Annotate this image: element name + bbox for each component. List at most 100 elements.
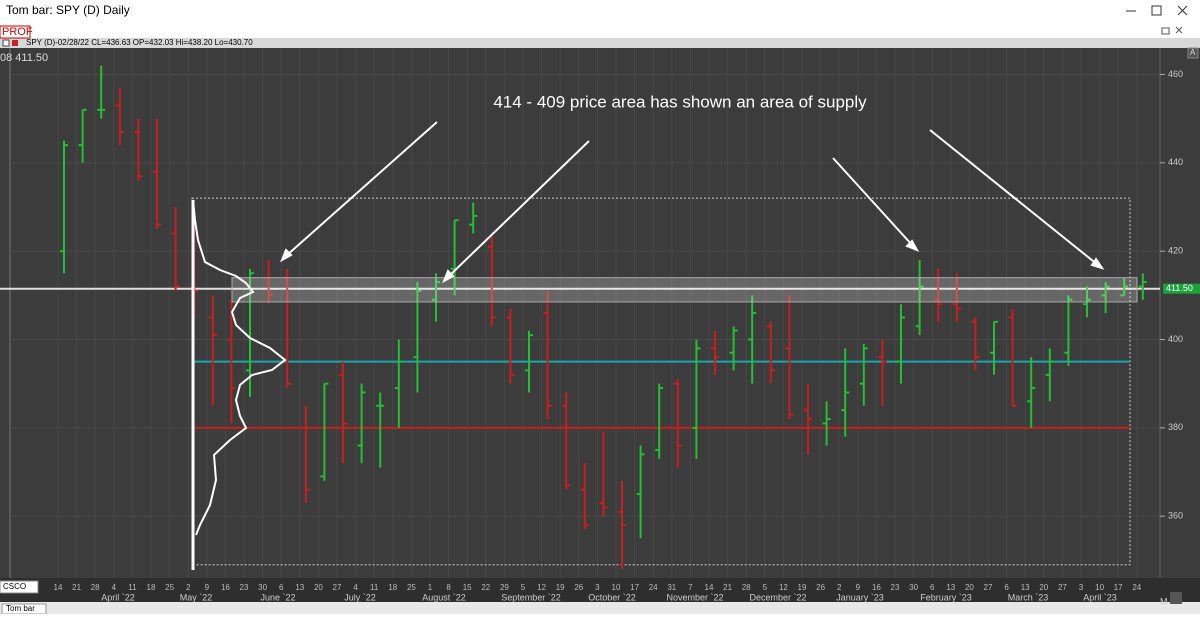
x-tick-label: 2: [837, 583, 842, 592]
volume-profile: [192, 199, 287, 536]
chart-area: [0, 48, 1200, 580]
x-tick-label: 23: [240, 583, 249, 592]
x-tick-label: 3: [595, 583, 600, 592]
x-tick-label: 27: [984, 583, 993, 592]
x-tick-label: 17: [630, 583, 639, 592]
y-tick-label: 380: [1168, 422, 1183, 432]
x-tick-label: 25: [165, 583, 174, 592]
x-tick-label: 24: [1132, 583, 1141, 592]
y-tick-label: 460: [1168, 69, 1183, 79]
x-tick-label: 20: [314, 583, 323, 592]
month-label: July `22: [344, 592, 376, 602]
month-label: March `23: [1008, 592, 1049, 602]
panel-controls[interactable]: [1161, 26, 1183, 35]
x-tick-label: 9: [856, 583, 861, 592]
x-tick-label: 30: [909, 583, 918, 592]
y-tick-label: 360: [1168, 511, 1183, 521]
x-tick-label: 21: [72, 583, 81, 592]
month-label: January `23: [836, 592, 884, 602]
x-tick-label: 11: [370, 583, 379, 592]
x-tick-label: 1: [428, 583, 433, 592]
x-tick-label: 13: [1021, 583, 1030, 592]
x-tick-label: 25: [407, 583, 416, 592]
x-tick-label: 14: [705, 583, 714, 592]
title-bar: [0, 0, 1200, 38]
profile-box: [0, 25, 31, 39]
month-label: November `22: [666, 592, 723, 602]
x-tick-label: 21: [723, 583, 732, 592]
symbol-text[interactable]: CSCO: [3, 582, 26, 591]
x-tick-label: 9: [205, 583, 210, 592]
info-line: SPY (D)-02/28/22 CL=436.63 OP=432.03 Hi=…: [26, 38, 253, 47]
arrows: [280, 121, 1105, 284]
x-tick-label: 26: [816, 583, 825, 592]
window-title: Tom bar: SPY (D) Daily: [6, 3, 130, 17]
x-tick-label: 5: [521, 583, 526, 592]
x-tick-label: 6: [930, 583, 935, 592]
x-tick-label: 24: [649, 583, 658, 592]
x-tick-label: 12: [537, 583, 546, 592]
x-tick-label: 6: [279, 583, 284, 592]
tab-strip: [0, 602, 1200, 614]
y-tick-label: 420: [1168, 246, 1183, 256]
axis-button[interactable]: [1187, 47, 1199, 59]
x-tick-label: 31: [667, 583, 676, 592]
month-label: December `22: [749, 592, 806, 602]
x-tick-label: 13: [295, 583, 304, 592]
x-tick-label: 3: [1079, 583, 1084, 592]
x-tick-label: 18: [147, 583, 156, 592]
month-label: August `22: [422, 592, 466, 602]
corner-price: 08 411.50: [0, 52, 48, 64]
x-tick-label: 18: [388, 583, 397, 592]
x-tick-label: 20: [1039, 583, 1048, 592]
x-tick-label: 13: [946, 583, 955, 592]
month-label: October `22: [588, 592, 636, 602]
mode-label[interactable]: M: [1160, 596, 1168, 606]
x-tick-label: 27: [333, 583, 342, 592]
x-tick-label: 11: [128, 583, 137, 592]
x-tick-label: 29: [500, 583, 509, 592]
x-tick-label: 20: [965, 583, 974, 592]
y-tick-label: 400: [1168, 334, 1183, 344]
chart-tab-label[interactable]: Tom bar: [6, 604, 35, 613]
month-label: April `22: [101, 592, 135, 602]
supply-band: [231, 277, 1138, 303]
profile-label: PROF: [2, 26, 33, 38]
x-tick-label: 12: [779, 583, 788, 592]
x-tick-label: 17: [1114, 583, 1123, 592]
month-label: April `23: [1083, 592, 1117, 602]
x-tick-label: 30: [258, 583, 267, 592]
x-tick-label: 19: [798, 583, 807, 592]
x-tick-label: 4: [112, 583, 117, 592]
x-tick-label: 23: [891, 583, 900, 592]
x-tick-label: 6: [1004, 583, 1009, 592]
x-tick-label: 10: [1095, 583, 1104, 592]
info-bar: [0, 38, 1200, 48]
x-tick-label: 15: [463, 583, 472, 592]
window-controls[interactable]: [1126, 5, 1188, 16]
x-tick-label: 7: [688, 583, 693, 592]
annotation: 414 - 409 price area has shown an area o…: [493, 92, 867, 111]
price-tag: [1163, 283, 1200, 294]
price-tag-label: 411.50: [1166, 283, 1193, 293]
y-tick-label: 440: [1168, 157, 1183, 167]
x-tick-label: 26: [574, 583, 583, 592]
x-tick-label: 8: [446, 583, 451, 592]
x-tick-label: 28: [742, 583, 751, 592]
time-axis: [0, 578, 1200, 602]
symbol-input[interactable]: [0, 580, 39, 594]
x-tick-label: 5: [763, 583, 768, 592]
x-tick-label: 4: [353, 583, 358, 592]
month-label: June `22: [260, 592, 295, 602]
search-button[interactable]: [1170, 592, 1182, 604]
x-tick-label: 16: [221, 583, 230, 592]
close-study[interactable]: [2, 39, 10, 47]
x-tick-label: 22: [481, 583, 490, 592]
x-tick-label: 14: [54, 583, 63, 592]
x-tick-label: 16: [872, 583, 881, 592]
x-tick-label: 27: [1058, 583, 1067, 592]
month-label: May `22: [180, 592, 213, 602]
axis-button-label[interactable]: A: [1190, 48, 1196, 57]
x-tick-label: 19: [556, 583, 565, 592]
